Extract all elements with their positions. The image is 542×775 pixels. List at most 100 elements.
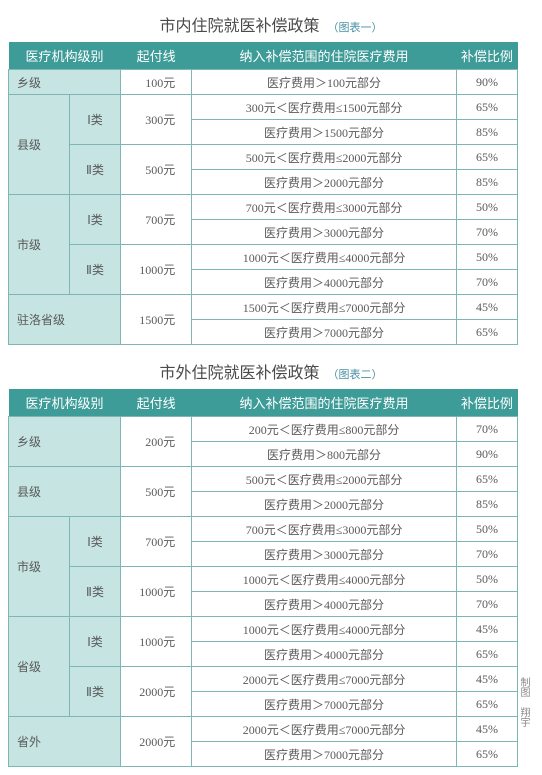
cell-start: 500元 [120, 145, 191, 195]
table2-header-row: 医疗机构级别 起付线 纳入补偿范围的住院医疗费用 补偿比例 [9, 389, 518, 417]
table-row: 省外 2000元 2000元＜医疗费用≤7000元部分 45% [9, 717, 518, 742]
cell-pct: 45% [456, 617, 517, 642]
cell-range: 医疗费用＞4000元部分 [192, 642, 457, 667]
cell-start: 300元 [120, 95, 191, 145]
cell-range: 500元＜医疗费用≤2000元部分 [192, 145, 457, 170]
cell-pct: 70% [456, 270, 517, 295]
table1-subtitle: （图表一） [328, 22, 383, 34]
cell-pct: 70% [456, 417, 517, 442]
credit-text: 制图 翔宇 [516, 677, 530, 727]
cell-range: 1000元＜医疗费用≤4000元部分 [192, 567, 457, 592]
cell-range: 医疗费用＞2000元部分 [192, 170, 457, 195]
cell-sub: Ⅰ类 [70, 517, 121, 567]
cell-start: 1000元 [120, 567, 191, 617]
cell-range: 1500元＜医疗费用≤7000元部分 [192, 295, 457, 320]
cell-start: 200元 [120, 417, 191, 467]
cell-start: 700元 [120, 195, 191, 245]
cell-range: 2000元＜医疗费用≤7000元部分 [192, 717, 457, 742]
table2-title-row: 市外住院就医补偿政策 （图表二） [8, 359, 534, 383]
table-row: 乡级 200元 200元＜医疗费用≤800元部分 70% [9, 417, 518, 442]
cell-pct: 65% [456, 692, 517, 717]
cell-pct: 65% [456, 642, 517, 667]
cell-start: 500元 [120, 467, 191, 517]
table2-subtitle: （图表二） [328, 369, 383, 381]
th-level: 医疗机构级别 [9, 389, 121, 417]
cell-range: 700元＜医疗费用≤3000元部分 [192, 517, 457, 542]
cell-range: 医疗费用＞2000元部分 [192, 492, 457, 517]
cell-range: 1000元＜医疗费用≤4000元部分 [192, 617, 457, 642]
cell-range: 医疗费用＞800元部分 [192, 442, 457, 467]
cell-range: 医疗费用＞7000元部分 [192, 742, 457, 767]
cell-pct: 50% [456, 245, 517, 270]
table-row: 乡级 100元 医疗费用＞100元部分 90% [9, 70, 518, 95]
cell-range: 300元＜医疗费用≤1500元部分 [192, 95, 457, 120]
cell-sub: Ⅱ类 [70, 667, 121, 717]
table2-title: 市外住院就医补偿政策 [159, 365, 319, 382]
cell-level: 乡级 [9, 417, 121, 467]
cell-level: 省级 [9, 617, 70, 717]
cell-pct: 65% [456, 320, 517, 345]
cell-range: 2000元＜医疗费用≤7000元部分 [192, 667, 457, 692]
cell-range: 医疗费用＞4000元部分 [192, 592, 457, 617]
table-row: 县级 Ⅰ类 300元 300元＜医疗费用≤1500元部分 65% [9, 95, 518, 120]
table-row: 驻洛省级 1500元 1500元＜医疗费用≤7000元部分 45% [9, 295, 518, 320]
cell-range: 700元＜医疗费用≤3000元部分 [192, 195, 457, 220]
cell-pct: 50% [456, 517, 517, 542]
cell-sub: Ⅱ类 [70, 145, 121, 195]
cell-level: 乡级 [9, 70, 121, 95]
cell-pct: 65% [456, 467, 517, 492]
table1-title-row: 市内住院就医补偿政策 （图表一） [8, 12, 534, 36]
cell-sub: Ⅱ类 [70, 567, 121, 617]
table-row: Ⅱ类 1000元 1000元＜医疗费用≤4000元部分 50% [9, 567, 518, 592]
table-row: 市级 Ⅰ类 700元 700元＜医疗费用≤3000元部分 50% [9, 517, 518, 542]
table-row: 县级 500元 500元＜医疗费用≤2000元部分 65% [9, 467, 518, 492]
cell-start: 2000元 [120, 667, 191, 717]
cell-range: 医疗费用＞100元部分 [192, 70, 457, 95]
cell-pct: 90% [456, 442, 517, 467]
cell-sub: Ⅰ类 [70, 95, 121, 145]
cell-pct: 85% [456, 120, 517, 145]
cell-pct: 85% [456, 170, 517, 195]
table-row: Ⅱ类 2000元 2000元＜医疗费用≤7000元部分 45% [9, 667, 518, 692]
cell-start: 100元 [120, 70, 191, 95]
cell-range: 医疗费用＞7000元部分 [192, 320, 457, 345]
cell-pct: 70% [456, 220, 517, 245]
table1-header-row: 医疗机构级别 起付线 纳入补偿范围的住院医疗费用 补偿比例 [9, 42, 518, 70]
table-row: Ⅱ类 500元 500元＜医疗费用≤2000元部分 65% [9, 145, 518, 170]
cell-start: 700元 [120, 517, 191, 567]
cell-start: 1000元 [120, 617, 191, 667]
table2: 医疗机构级别 起付线 纳入补偿范围的住院医疗费用 补偿比例 乡级 200元 20… [8, 389, 518, 767]
cell-sub: Ⅱ类 [70, 245, 121, 295]
table-row: Ⅱ类 1000元 1000元＜医疗费用≤4000元部分 50% [9, 245, 518, 270]
cell-level: 市级 [9, 195, 70, 295]
cell-pct: 50% [456, 567, 517, 592]
cell-sub: Ⅰ类 [70, 195, 121, 245]
cell-start: 1500元 [120, 295, 191, 345]
cell-level: 驻洛省级 [9, 295, 121, 345]
th-pct: 补偿比例 [456, 389, 517, 417]
table-row: 市级 Ⅰ类 700元 700元＜医疗费用≤3000元部分 50% [9, 195, 518, 220]
cell-pct: 65% [456, 742, 517, 767]
cell-pct: 65% [456, 145, 517, 170]
table-row: 省级 Ⅰ类 1000元 1000元＜医疗费用≤4000元部分 45% [9, 617, 518, 642]
cell-range: 医疗费用＞4000元部分 [192, 270, 457, 295]
cell-range: 500元＜医疗费用≤2000元部分 [192, 467, 457, 492]
table1: 医疗机构级别 起付线 纳入补偿范围的住院医疗费用 补偿比例 乡级 100元 医疗… [8, 42, 518, 345]
th-level: 医疗机构级别 [9, 42, 121, 70]
cell-level: 省外 [9, 717, 121, 767]
cell-pct: 45% [456, 667, 517, 692]
th-pct: 补偿比例 [456, 42, 517, 70]
th-range: 纳入补偿范围的住院医疗费用 [192, 42, 457, 70]
cell-pct: 70% [456, 592, 517, 617]
cell-pct: 45% [456, 717, 517, 742]
cell-range: 1000元＜医疗费用≤4000元部分 [192, 245, 457, 270]
cell-pct: 70% [456, 542, 517, 567]
cell-pct: 50% [456, 195, 517, 220]
cell-pct: 45% [456, 295, 517, 320]
cell-start: 2000元 [120, 717, 191, 767]
cell-range: 医疗费用＞1500元部分 [192, 120, 457, 145]
cell-sub: Ⅰ类 [70, 617, 121, 667]
cell-pct: 65% [456, 95, 517, 120]
cell-start: 1000元 [120, 245, 191, 295]
cell-level: 市级 [9, 517, 70, 617]
